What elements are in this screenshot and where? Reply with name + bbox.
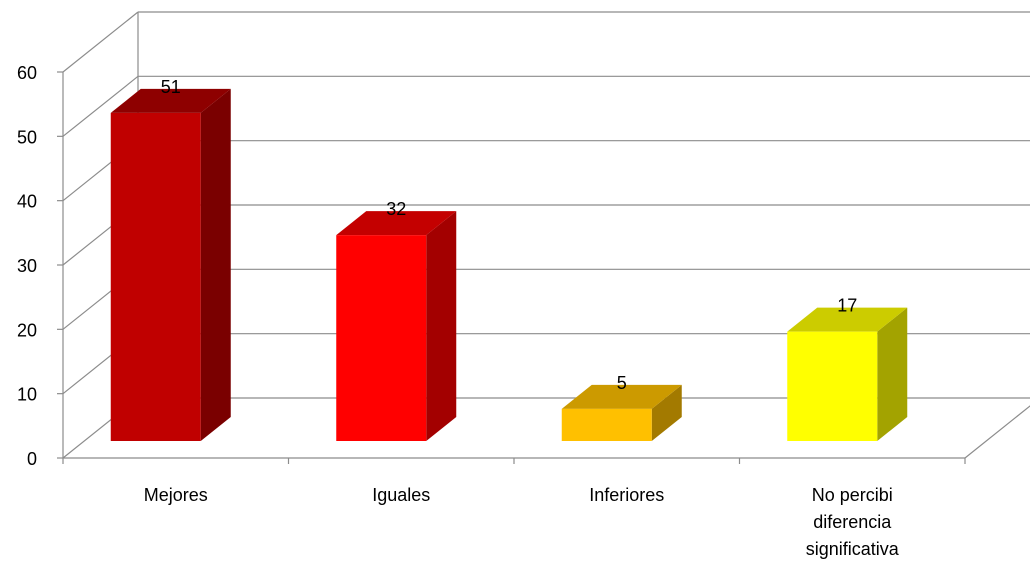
y-tick-label: 40 — [17, 192, 37, 212]
gridline-diagonal — [62, 75, 139, 137]
data-label: 51 — [161, 77, 181, 97]
category-label: significativa — [806, 539, 900, 559]
y-tick-label: 60 — [17, 63, 37, 83]
chart-walls — [57, 11, 1030, 464]
bar-side — [200, 88, 231, 442]
y-tick-label: 10 — [17, 385, 37, 405]
bar-top — [110, 88, 231, 113]
category-label: Iguales — [372, 485, 430, 505]
bar — [787, 331, 878, 441]
bar-top — [561, 384, 682, 409]
category-label: Mejores — [144, 485, 208, 505]
y-tick-label: 20 — [17, 320, 37, 340]
bar-top — [787, 307, 908, 332]
data-label: 32 — [386, 199, 406, 219]
bar — [110, 112, 201, 442]
bar-side — [877, 307, 908, 441]
y-tick-label: 50 — [17, 127, 37, 147]
bars — [110, 88, 908, 442]
labels: 0 10 20 30 40 50 60 51 Mejores 32 Iguales 5 Inferior… — [17, 63, 900, 559]
bar-side — [426, 211, 457, 441]
bar-side — [651, 384, 682, 441]
bar — [336, 235, 427, 441]
y-tick-label: 30 — [17, 256, 37, 276]
data-label: 17 — [837, 296, 857, 316]
bar-top — [336, 211, 457, 236]
floor-right-edge — [964, 405, 1030, 459]
bar — [561, 408, 652, 441]
data-label: 5 — [617, 373, 627, 393]
category-label: No percibi — [812, 485, 893, 505]
y-tick-label: 0 — [27, 449, 37, 469]
category-label: Inferiores — [589, 485, 664, 505]
category-label: diferencia — [813, 512, 892, 532]
gridline-diagonal — [62, 11, 139, 73]
